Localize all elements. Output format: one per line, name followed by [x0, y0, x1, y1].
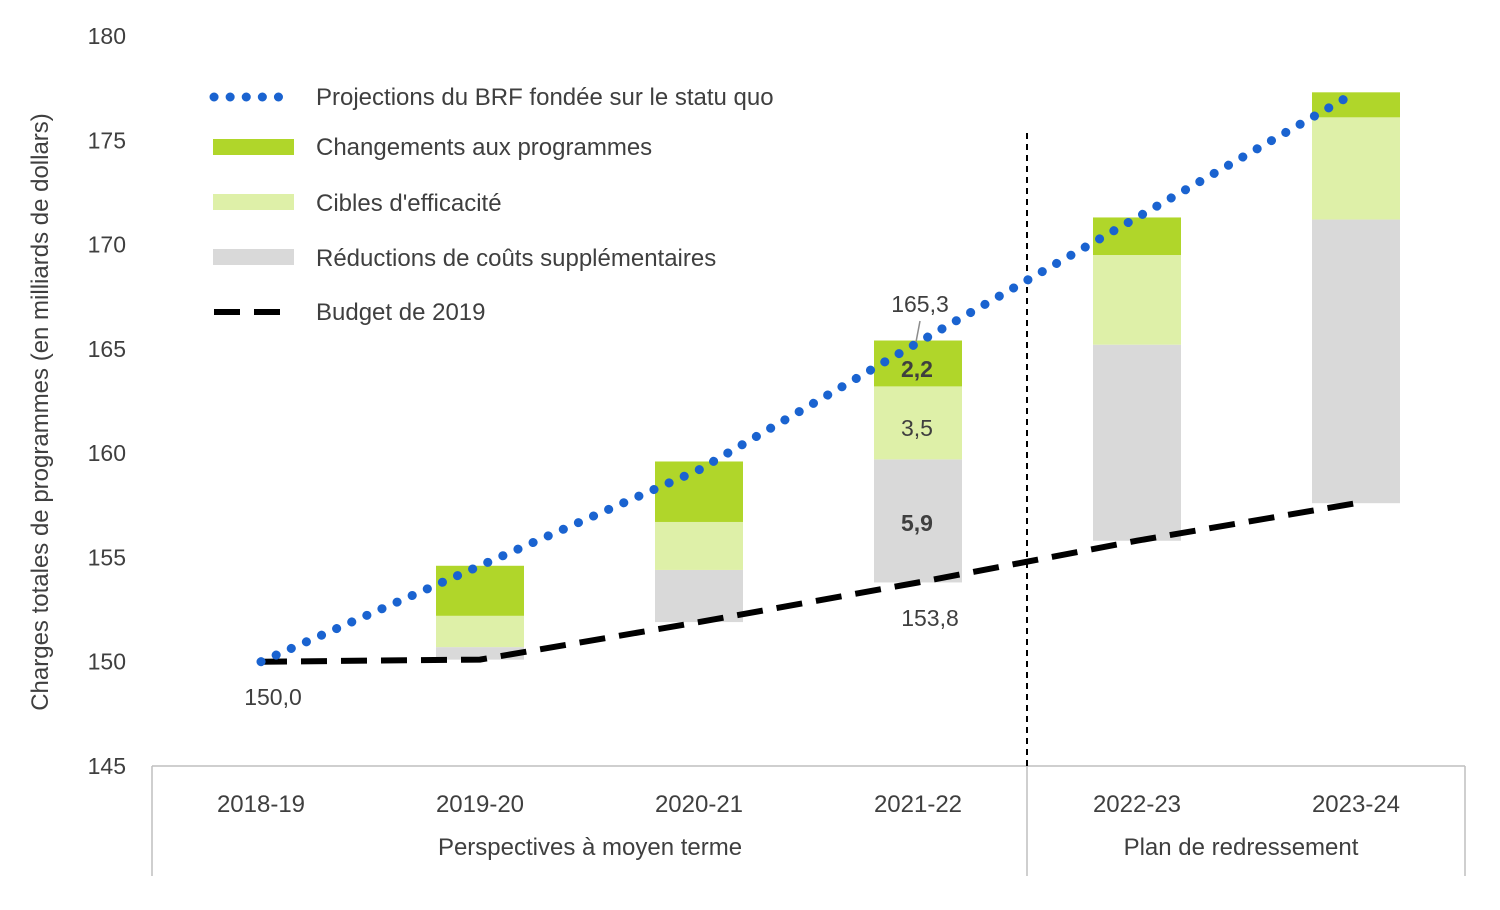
- y-tick-label: 170: [88, 232, 126, 258]
- x-tick-label: 2021-22: [874, 791, 962, 818]
- budget-2021-label: 153,8: [901, 605, 959, 631]
- bar-segment-reductions: [874, 459, 962, 583]
- start-value-label: 150,0: [244, 684, 302, 710]
- legend-changements-label: Changements aux programmes: [316, 134, 652, 161]
- y-tick-labels: 145 150 155 160 165 170 175 180: [88, 23, 126, 779]
- legend-reductions-swatch: [213, 249, 294, 265]
- bar-2021-cibles-label: 3,5: [901, 415, 933, 441]
- projection-2021-leader-line: [915, 320, 921, 343]
- y-axis-title: Charges totales de programmes (en millia…: [27, 113, 54, 711]
- budget-2019-line: [260, 500, 1357, 665]
- legend-projection-label: Projections du BRF fondée sur le statu q…: [316, 84, 774, 111]
- legend-cibles-swatch: [213, 194, 294, 210]
- bar-segment-reductions: [1093, 344, 1181, 541]
- legend: Projections du BRF fondée sur le statu q…: [209, 84, 774, 326]
- group-label-perspectives: Perspectives à moyen terme: [438, 834, 742, 861]
- bar-segment-changements: [1093, 217, 1181, 255]
- bar-2021-changements-label: 2,2: [901, 356, 933, 382]
- group-label-redressement: Plan de redressement: [1124, 834, 1359, 861]
- y-tick-label: 180: [88, 23, 126, 49]
- bar-segment-reductions: [1312, 219, 1400, 504]
- bar-segment-cibles: [436, 615, 524, 648]
- stacked-bars: [436, 92, 1400, 660]
- y-tick-label: 165: [88, 336, 126, 362]
- y-tick-label: 145: [88, 753, 126, 779]
- x-tick-labels: 2018-19 2019-20 2020-21 2021-22 2022-23 2023-…: [217, 791, 1400, 818]
- legend-cibles-label: Cibles d'efficacité: [316, 190, 502, 217]
- x-axis-frame: [151, 765, 1466, 876]
- y-tick-label: 155: [88, 544, 126, 570]
- bar-segment-cibles: [1312, 117, 1400, 220]
- projection-2021-label: 165,3: [891, 291, 949, 317]
- bar-segment-reductions: [655, 569, 743, 623]
- x-tick-label: 2018-19: [217, 791, 305, 818]
- x-tick-label: 2022-23: [1093, 791, 1181, 818]
- bar-segment-changements: [436, 565, 524, 616]
- x-tick-label: 2023-24: [1312, 791, 1400, 818]
- bar-2021-reductions-label: 5,9: [901, 510, 933, 536]
- x-tick-label: 2020-21: [655, 791, 743, 818]
- x-tick-label: 2019-20: [436, 791, 524, 818]
- bar-segment-cibles: [874, 386, 962, 460]
- y-tick-label: 160: [88, 440, 126, 466]
- y-tick-label: 150: [88, 649, 126, 675]
- legend-reductions-label: Réductions de coûts supplémentaires: [316, 245, 716, 272]
- bar-segment-cibles: [655, 521, 743, 570]
- legend-changements-swatch: [213, 139, 294, 155]
- y-tick-label: 175: [88, 127, 126, 153]
- legend-budget-label: Budget de 2019: [316, 299, 486, 326]
- projection-dotted-line: [256, 87, 1361, 667]
- bar-segment-cibles: [1093, 255, 1181, 345]
- bar-segment-changements: [1312, 92, 1400, 118]
